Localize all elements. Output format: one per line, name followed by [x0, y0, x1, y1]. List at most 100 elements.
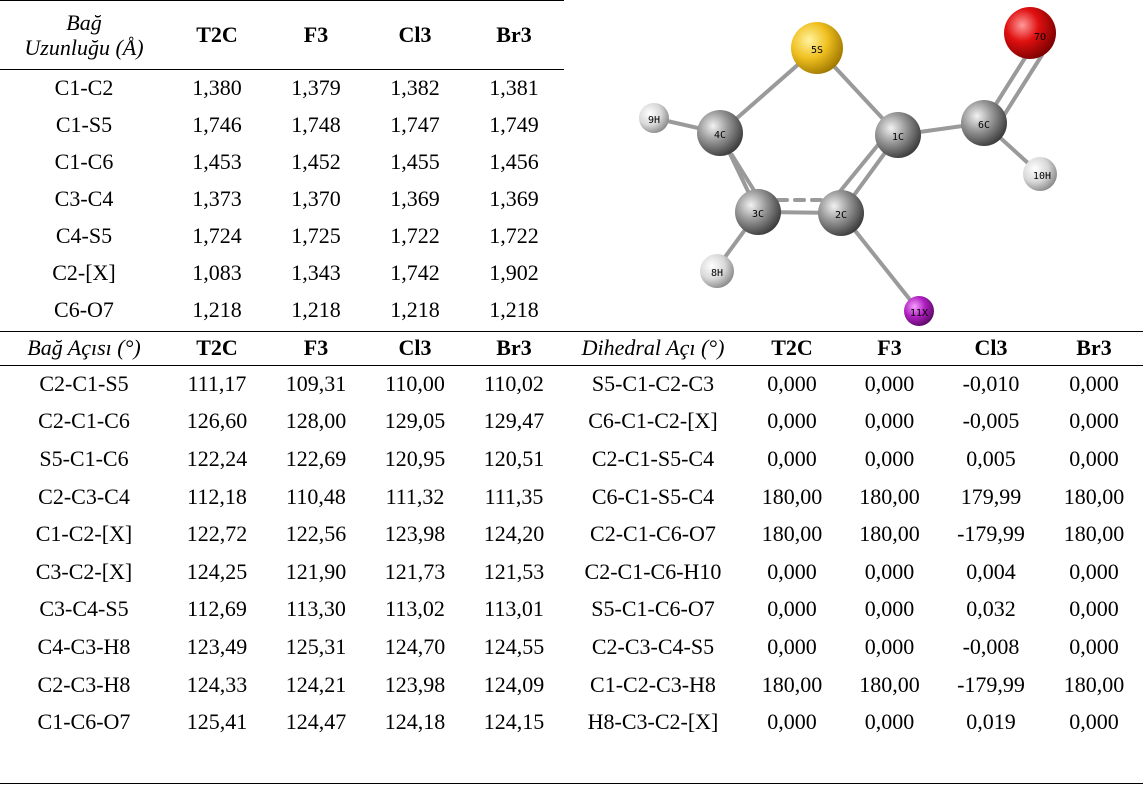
angle-value: 122,69	[285, 445, 347, 471]
angle-value: 124,20	[483, 521, 545, 547]
table-row: C1-C2 1,380 1,379 1,382 1,381	[0, 70, 564, 107]
dihedral-header-label: Dihedral Açı (°)	[581, 335, 725, 360]
svg-text:3C: 3C	[752, 209, 764, 220]
dihedral-value: 0,000	[767, 370, 817, 396]
dihedral-value: 180,00	[761, 521, 823, 547]
bond-value: 1,218	[390, 296, 440, 322]
atom-c1: 1C	[875, 112, 921, 158]
angle-value: 125,31	[285, 633, 347, 659]
svg-text:11X: 11X	[910, 308, 928, 319]
table-row: C2-C3-H8 124,33 124,21 123,98 124,09 C1-C2-C3…	[0, 666, 1143, 704]
bond-value: 1,748	[291, 112, 341, 138]
angle-label: C1-C2-[X]	[35, 521, 133, 547]
angle-label: C1-C6-O7	[37, 709, 131, 735]
atom-c4: 4C	[697, 110, 743, 156]
bond-value: 1,370	[291, 186, 341, 212]
angle-value: 110,00	[385, 370, 445, 396]
dihedral-value: 0,000	[767, 596, 817, 622]
bond-value: 1,724	[192, 223, 242, 248]
angle-value: 109,31	[285, 370, 347, 396]
svg-text:7O: 7O	[1034, 32, 1046, 43]
angle-value: 112,69	[187, 596, 247, 622]
bond-value: 1,218	[192, 296, 242, 322]
bond-value: 1,083	[192, 259, 242, 285]
dihedral-value: 0,000	[864, 633, 915, 659]
svg-text:6C: 6C	[978, 120, 990, 131]
angle-value: 121,73	[384, 558, 446, 584]
bond-col-header: F3	[303, 22, 329, 47]
table-row: C2-C1-S5 111,17 109,31 110,00 110,02 S5-C1-C2…	[0, 365, 1143, 403]
dihedral-label: S5-C1-C6-O7	[591, 596, 715, 622]
table-row: C3-C4-S5 112,69 113,30 113,02 113,01 S5-C1-C6…	[0, 591, 1143, 629]
dihedral-value: -0,008	[962, 633, 1020, 659]
bond-value: 1,722	[390, 223, 440, 248]
top-rule	[0, 0, 564, 1]
atom-s5: 5S	[791, 22, 843, 74]
bond-value: 1,379	[291, 75, 341, 101]
atom-o7: 7O	[1004, 7, 1056, 59]
angle-col-header: F3	[303, 335, 329, 360]
svg-text:10H: 10H	[1033, 171, 1051, 182]
svg-text:8H: 8H	[711, 268, 723, 279]
angle-col-header: Cl3	[398, 335, 432, 360]
angle-value: 110,02	[484, 370, 544, 396]
bond-value: 1,725	[291, 223, 341, 248]
svg-text:2C: 2C	[835, 210, 847, 221]
table-row: C1-C6-O7 125,41 124,47 124,18 124,15 H8-C3-C2…	[0, 703, 1143, 741]
bond-value: 1,749	[489, 112, 539, 138]
angle-value: 124,09	[483, 671, 545, 697]
dihedral-value: 0,000	[1069, 596, 1119, 622]
dihedral-value: 0,000	[864, 709, 915, 735]
angle-header-rule	[0, 365, 1143, 366]
bond-header-rule	[0, 69, 564, 70]
bond-value: 1,218	[489, 296, 539, 322]
dihedral-value: 180,00	[1063, 521, 1125, 547]
bond-label: C1-C6	[54, 149, 114, 175]
table-row: S5-C1-C6 122,24 122,69 120,95 120,51 C2-C1-S5…	[0, 440, 1143, 478]
bond-col-header: Cl3	[398, 22, 432, 47]
dihedral-value: 180,00	[859, 671, 920, 697]
angle-value: 111,32	[385, 483, 445, 509]
angle-value: 122,56	[285, 521, 347, 547]
angle-label: C2-C3-H8	[37, 671, 131, 697]
dihedral-value: 0,000	[1069, 709, 1119, 735]
molecule-figure: 5S 4C 1C 3C 2C 6C 7O 9H 8H 10H 11X	[639, 7, 1057, 326]
dihedral-label: H8-C3-C2-[X]	[587, 709, 719, 735]
angle-label: S5-C1-C6	[39, 445, 129, 471]
dihedral-value: 0,000	[864, 558, 915, 584]
atom-h8: 8H	[700, 254, 734, 288]
angle-value: 113,01	[484, 596, 544, 622]
dihedral-value: 0,005	[966, 445, 1016, 471]
bond-value: 1,742	[390, 259, 440, 285]
angle-value: 129,47	[483, 408, 545, 434]
angle-value: 121,90	[285, 558, 347, 584]
dihedral-label: S5-C1-C2-C3	[591, 370, 715, 396]
angle-value: 124,55	[483, 633, 545, 659]
dihedral-value: 0,000	[767, 709, 817, 735]
dihedral-col-header: Cl3	[974, 335, 1008, 360]
angle-col-header: Br3	[496, 335, 532, 360]
dihedral-value: 0,000	[1069, 445, 1119, 471]
bond-value: 1,381	[489, 75, 539, 101]
dihedral-label: C6-C1-S5-C4	[591, 483, 715, 509]
svg-text:4C: 4C	[714, 130, 726, 141]
angle-value: 123,98	[384, 521, 446, 547]
dihedral-value: 180,00	[1063, 483, 1125, 509]
table-row: C3-C4 1,373 1,370 1,369 1,369	[0, 181, 564, 218]
dihedral-col-header: F3	[877, 335, 902, 360]
angle-value: 122,24	[186, 445, 248, 471]
dihedral-value: 0,000	[767, 445, 817, 471]
bond-value: 1,456	[489, 149, 539, 175]
angle-label: C2-C1-S5	[39, 370, 129, 396]
angle-label: C4-C3-H8	[37, 633, 131, 659]
bond-label: C1-S5	[55, 112, 113, 138]
dihedral-value: -0,010	[962, 370, 1020, 396]
bond-value: 1,380	[192, 75, 242, 101]
bond-header-label: Bağ Uzunluğu (Å)	[24, 10, 144, 60]
dihedral-value: 0,019	[966, 709, 1016, 735]
angle-value: 126,60	[186, 408, 248, 434]
dihedral-value: 0,000	[864, 596, 915, 622]
dihedral-value: 179,99	[960, 483, 1022, 509]
dihedral-value: 180,00	[761, 671, 823, 697]
angle-value: 129,05	[384, 408, 446, 434]
